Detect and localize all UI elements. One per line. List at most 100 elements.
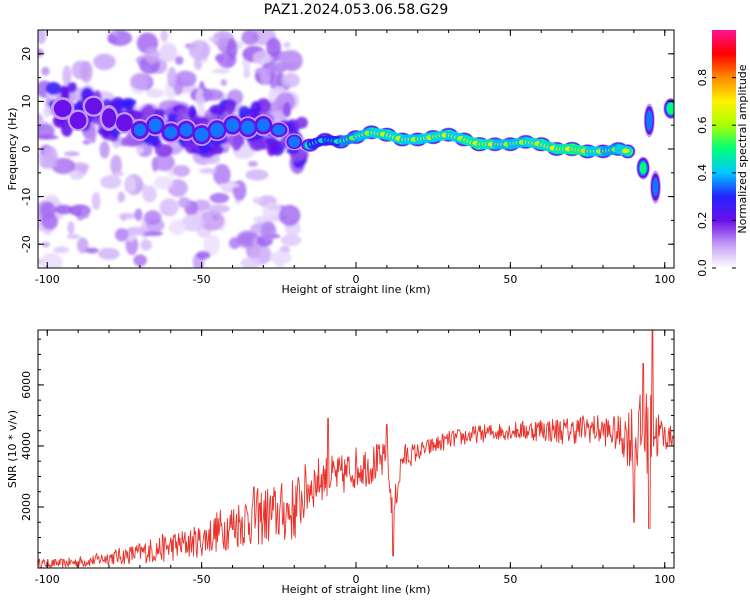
spectrogram-cell [135,147,144,154]
spectrogram-cell [174,70,197,87]
spectrogram-cell [278,204,301,227]
spectrogram-ridge-blob [257,118,270,132]
spectrogram-ridge-blob [84,97,103,115]
spectrogram-cell [267,62,288,74]
x-tick-label: 0 [353,273,360,286]
colorbar-tick-label: 0.0 [696,259,709,277]
y-tick-label: 2000 [20,493,33,521]
spectrogram-cell [63,151,80,157]
spectrogram-cell [209,192,230,204]
spectrogram-ridge [50,95,674,204]
spectrogram-cell [211,68,231,74]
spectrogram-cell [118,212,137,220]
spectrogram-cell [250,101,262,116]
spectrogram-cell [232,135,245,147]
spectrogram-cell [265,136,278,147]
spectrogram-cell [146,88,165,98]
spectrogram-cell [38,48,44,58]
spectrogram-cell [245,169,269,181]
spectrogram-data [38,30,674,268]
spectrogram-cell [262,202,284,222]
spectrogram-cell [130,73,152,90]
spectrogram-cell [38,134,59,140]
spectrogram-cell [159,42,178,63]
spectrogram-cell [140,239,153,251]
y-tick-label: 10 [20,94,33,108]
spectrogram-cell [41,66,50,76]
spectrogram-cell [80,207,90,219]
spectrogram-cell [174,56,184,65]
spectrogram-cell [196,251,211,260]
spectrogram-cell [238,105,250,118]
spectrogram-cell [200,210,225,231]
spectrogram-cell [217,182,240,189]
spectrogram-cell [232,180,247,201]
spectrogram-ridge-blob [101,108,117,128]
spectrogram-cell [142,185,157,203]
spectrogram-cell [279,50,301,64]
spectrogram-cell [67,221,75,235]
spectrogram-cell [122,100,134,111]
spectrogram-cell [124,226,147,236]
spectrogram-ridge-blob [53,99,72,118]
spectrogram-cell [241,30,259,45]
spectrogram-cell [51,157,76,175]
spectrogram-cell [144,46,160,65]
spectrogram-cell [266,143,276,157]
spectrogram-cell [252,197,265,205]
spectrogram-cell [43,145,58,168]
spectrogram-cell [66,233,81,240]
spectrogram-cell [80,60,93,83]
spectrogram-cell [110,154,122,176]
spectrogram-cell [82,139,91,145]
spectrogram-cell [269,251,292,265]
spectrogram-cell [159,198,179,217]
x-tick-label: -50 [193,273,211,286]
y-tick-label: 0 [20,146,33,153]
spectrogram-cell [281,72,300,88]
spectrogram-cell [117,191,126,203]
snr-xlabel: Height of straight line (km) [281,583,430,596]
spectrogram-cell [203,234,221,256]
spectrogram-cell [240,257,261,268]
spectrogram-cell [235,41,244,50]
snr-panel: -100 -50 0 50 100 2000 4000 6000 Height of stra… [6,329,675,596]
spectrogram-cell [199,167,218,174]
spectrogram-cell [282,102,292,118]
spectrogram-cell [228,237,241,250]
spectrogram-ridge-blob [645,109,653,131]
x-tick-label: -100 [35,273,60,286]
spectrogram-cell [247,160,258,167]
spectrogram-cell [268,89,275,104]
spectrogram-ridge-blob [194,127,209,142]
spectrogram-cell [153,153,175,172]
spectrogram-cell [93,53,116,71]
colorbar: 0.0 0.2 0.4 0.6 0.8 Normalized spectral ampl… [696,30,749,277]
colorbar-tick-label: 0.4 [696,164,709,182]
y-tick-label: 4000 [20,432,33,460]
spectrogram-ridge-blob [210,122,225,138]
spectrogram-ridge-blob [241,120,255,135]
spectrogram-cell [209,144,224,155]
spectrogram-cell [208,36,219,42]
colorbar-tick-label: 0.8 [696,69,709,87]
spectrogram-cell [224,100,236,115]
spectrogram-cell [220,79,227,86]
x-tick-label: -100 [35,573,60,586]
colorbar-gradient [712,30,736,268]
spectrogram-ridge-blob [226,118,240,132]
spectrogram-cell [85,247,99,254]
spectrogram-cell [181,214,205,232]
spectrogram-cell [212,163,231,186]
spectrogram-cell [141,230,164,237]
spectrogram-cell [39,162,57,168]
spectrogram-cell [99,140,110,159]
spectrogram-cell [167,67,177,88]
spectrogram-cell [160,30,168,43]
snr-ylabel: SNR (10 * v/v) [6,410,19,488]
spectrogram-cell [188,40,211,61]
spectrogram-cell [41,241,50,248]
spectrogram-cell [54,204,73,215]
